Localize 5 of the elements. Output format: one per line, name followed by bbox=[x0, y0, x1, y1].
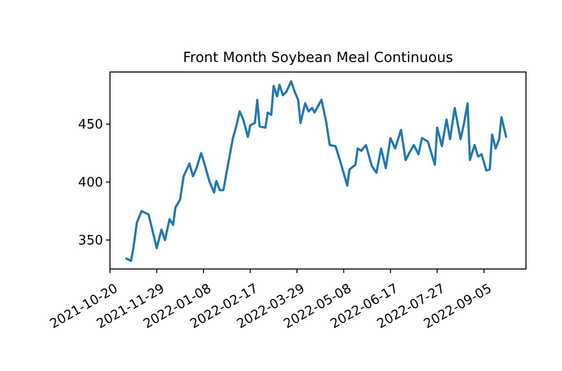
y-tick-label: 450 bbox=[78, 118, 103, 133]
chart-title: Front Month Soybean Meal Continuous bbox=[182, 50, 454, 66]
line-series bbox=[125, 80, 508, 262]
y-tick-label: 400 bbox=[78, 176, 103, 191]
y-tick-label: 350 bbox=[78, 234, 103, 249]
